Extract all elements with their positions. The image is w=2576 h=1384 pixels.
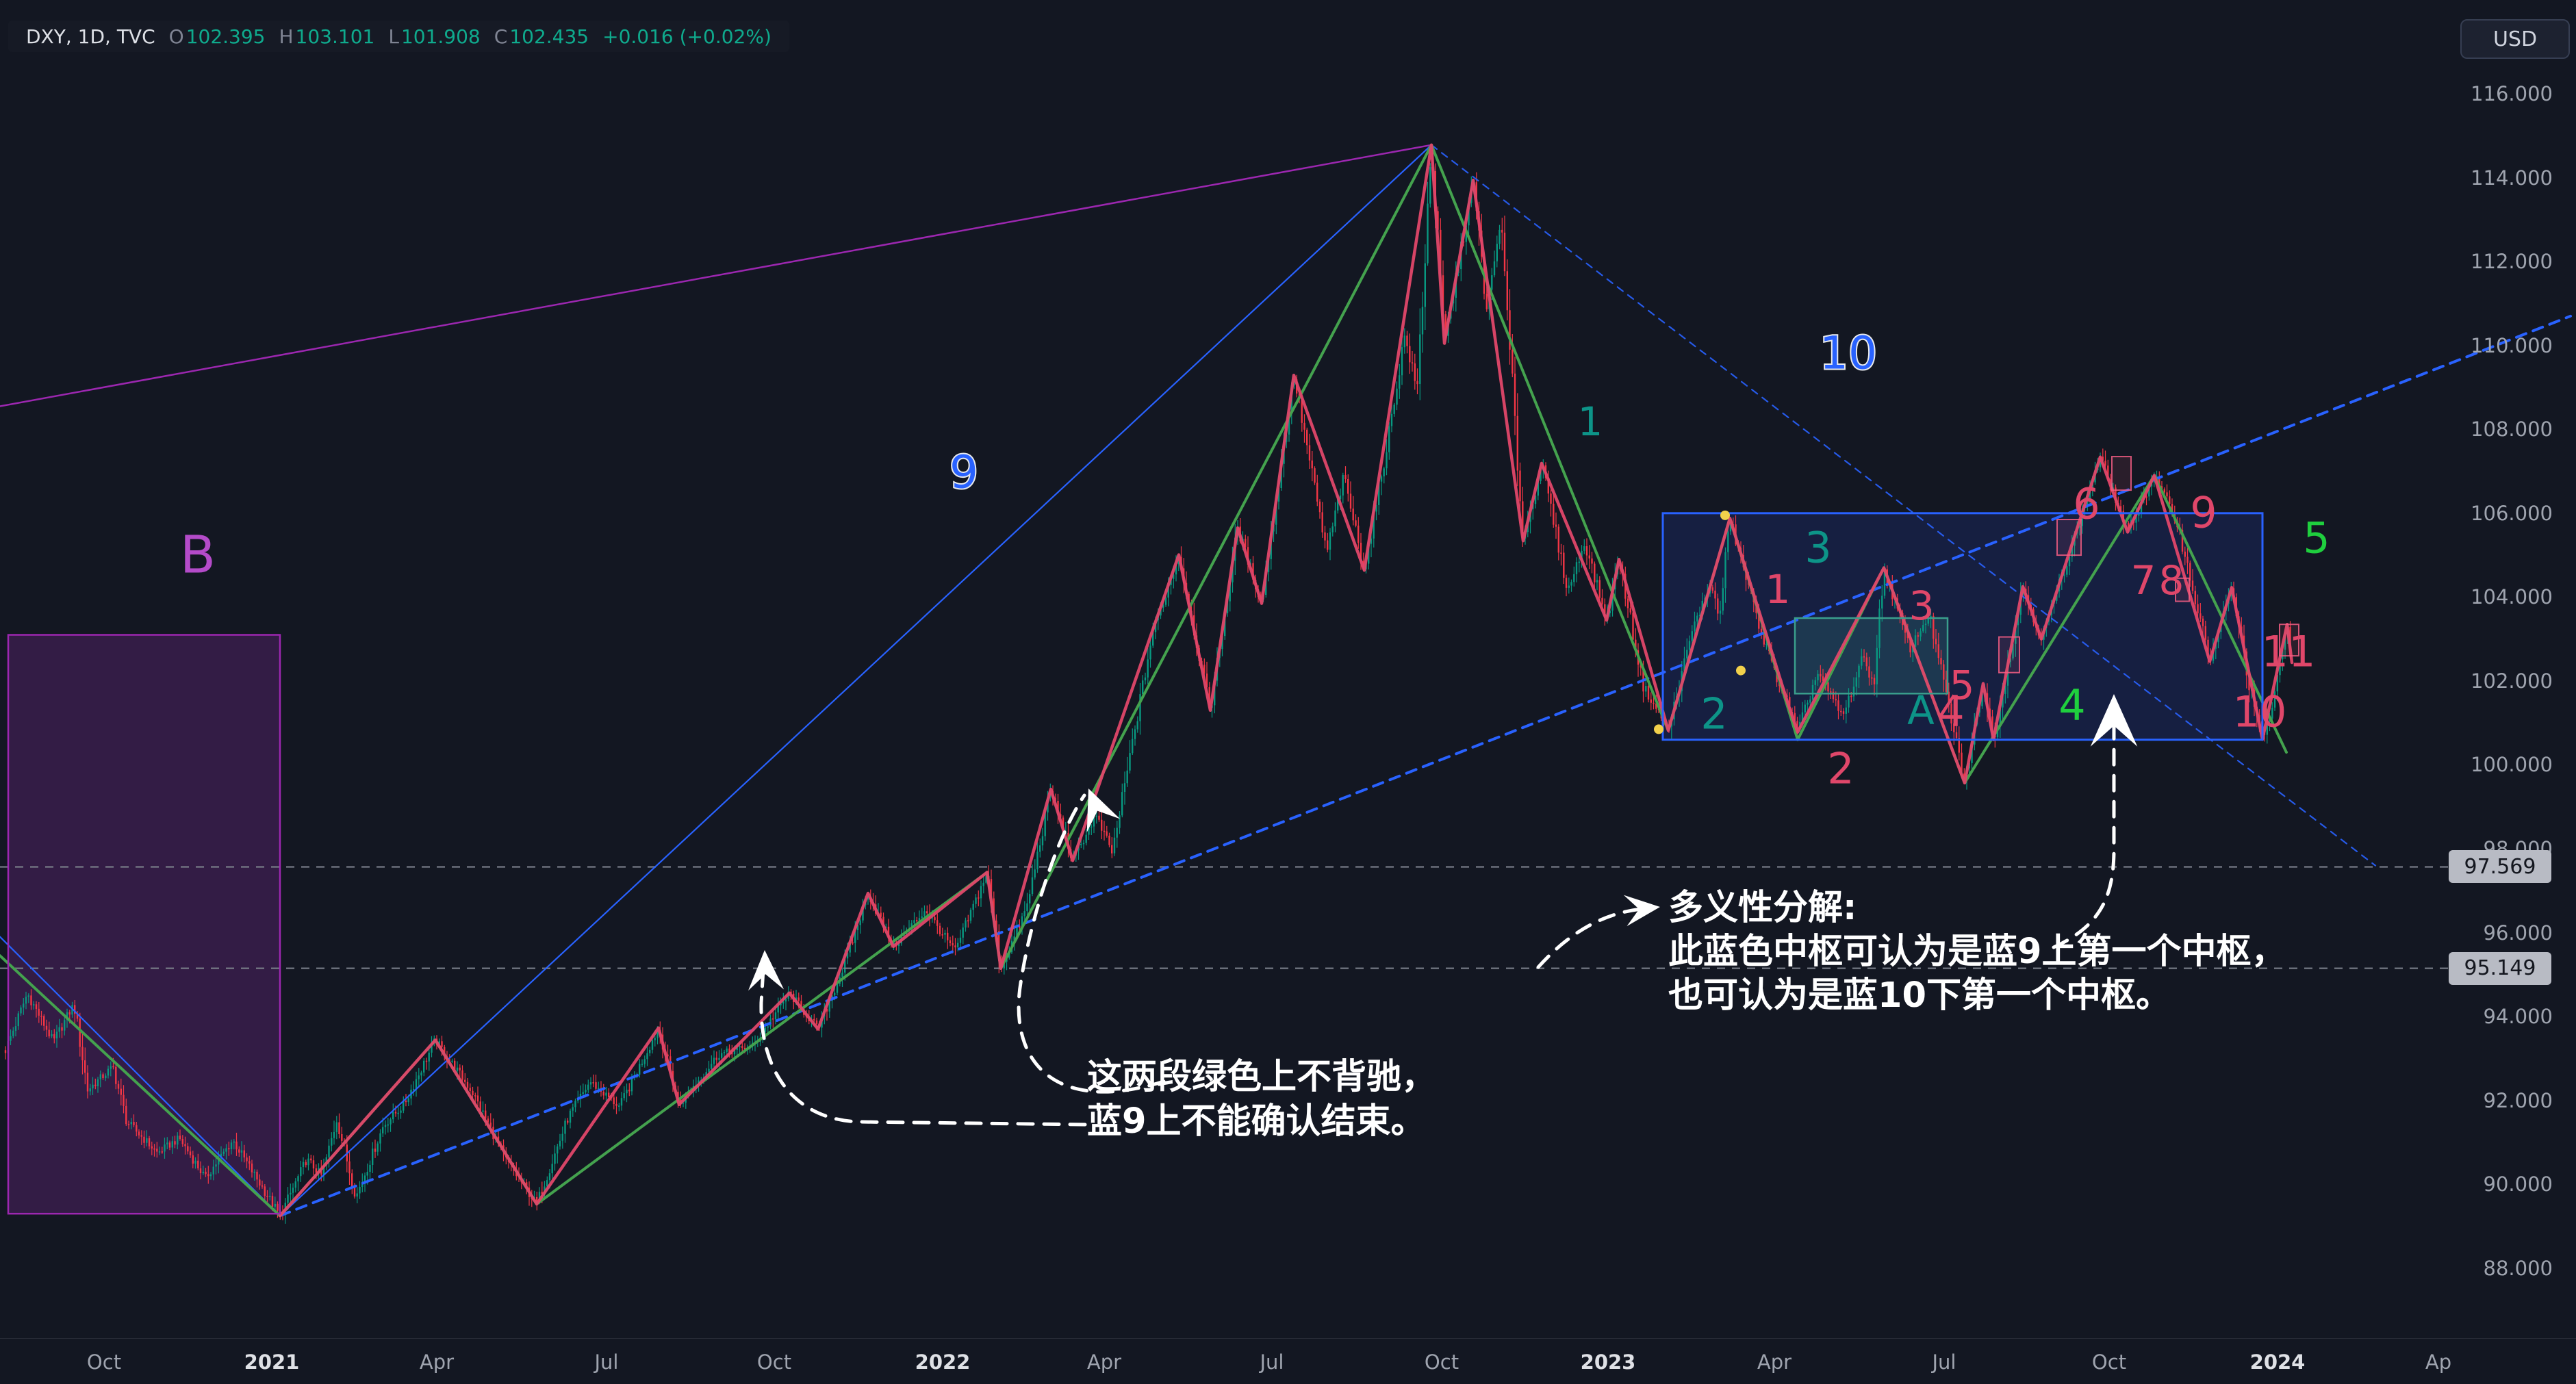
price-tick: 88.000: [2483, 1256, 2553, 1280]
price-tick: 90.000: [2483, 1172, 2553, 1196]
price-tick: 94.000: [2483, 1005, 2553, 1029]
currency-unit-button[interactable]: USD: [2460, 19, 2570, 59]
wave-label-1[interactable]: 1: [1578, 398, 1603, 445]
wave-label-5[interactable]: 5: [1950, 662, 1975, 708]
arrow-to-note-head: [1623, 895, 1660, 927]
time-tick-month: Apr: [419, 1350, 455, 1374]
price-tick: 100.000: [2471, 753, 2553, 777]
time-tick-month: Jul: [1260, 1350, 1284, 1374]
wave-label-8[interactable]: 8: [2159, 557, 2184, 604]
arrow-to-second-green-segment[interactable]: [1017, 793, 1166, 1094]
wave-label-6[interactable]: 6: [2073, 479, 2100, 529]
wave-label-1[interactable]: 1: [1765, 566, 1791, 613]
pivot-dot-1[interactable]: [1654, 724, 1663, 734]
price-change: +0.016 (+0.02%): [602, 25, 771, 48]
wave-label-2[interactable]: 2: [1827, 744, 1854, 794]
wave-label-2[interactable]: 2: [1700, 689, 1727, 739]
wave-label-10[interactable]: 10: [2233, 687, 2287, 737]
price-tick: 116.000: [2471, 82, 2553, 105]
time-tick-month: Oct: [86, 1350, 122, 1374]
ohlc-low: L 101.908: [388, 25, 481, 48]
note-green-no-divergence-line-1[interactable]: 这两段绿色上不背驰，: [1087, 1057, 1436, 1097]
ohlc-high: H 103.101: [279, 25, 375, 48]
time-tick-month: Apr: [1757, 1350, 1792, 1374]
blue-pivot-zone[interactable]: [1661, 512, 2264, 741]
pivot-dot-3[interactable]: [1736, 665, 1746, 676]
time-tick-year: 2022: [915, 1350, 971, 1374]
time-tick-month: Jul: [1932, 1350, 1956, 1374]
symbol-title[interactable]: DXY, 1D, TVC: [26, 25, 155, 48]
price-axis[interactable]: 116.000 114.000 112.000 110.000 108.000 106.0…: [2449, 0, 2576, 1338]
time-tick-month: Oct: [1424, 1350, 1459, 1374]
arrow-to-blue-pivot-head: [2090, 694, 2138, 747]
time-axis[interactable]: Oct 2021 Apr Jul Oct 2022 Apr Jul Oct 2023 Apr Jul O…: [0, 1338, 2576, 1384]
time-tick-month: Ap: [2425, 1350, 2452, 1374]
teal-inner-pivot[interactable]: [1794, 617, 1949, 695]
price-tick: 92.000: [2483, 1088, 2553, 1112]
price-tick: 102.000: [2471, 669, 2553, 693]
gap-box-1[interactable]: [2111, 456, 2132, 491]
wave-label-4[interactable]: 4: [1937, 687, 1964, 736]
gap-box-3[interactable]: [2175, 577, 2190, 602]
gap-box-5[interactable]: [2279, 624, 2299, 657]
wave-label-7[interactable]: 7: [2131, 557, 2156, 604]
note-ambiguous-decomposition-line-3[interactable]: 也可认为是蓝10下第一个中枢。: [1668, 975, 2171, 1016]
ohlc-close: C 102.435: [494, 25, 589, 48]
ascending-dashed-support[interactable]: [279, 314, 2572, 1218]
price-tick: 110.000: [2471, 333, 2553, 357]
time-tick-month: Apr: [1086, 1350, 1122, 1374]
wave-label-9[interactable]: 9: [2190, 488, 2217, 538]
price-tick: 112.000: [2471, 250, 2553, 274]
symbol-info-bar[interactable]: DXY, 1D, TVC O 102.395 H 103.101 L 101.908 …: [8, 21, 789, 52]
price-tick: 114.000: [2471, 166, 2553, 190]
time-tick-month: Oct: [2091, 1350, 2127, 1374]
arrow-to-blue-pivot[interactable]: [2052, 700, 2116, 949]
arrow-to-second-green-segment-head: [1086, 789, 1121, 832]
purple-trendline[interactable]: [0, 144, 1433, 407]
wave-label-4[interactable]: 4: [2058, 680, 2085, 730]
ohlc-open: O 102.395: [168, 25, 266, 48]
arrow-to-note[interactable]: [1536, 906, 1650, 969]
wave-label-11[interactable]: 11: [2262, 627, 2316, 677]
gap-box-4[interactable]: [1998, 636, 2020, 674]
arrow-to-first-green-segment-head: [748, 950, 785, 991]
wave-label-5[interactable]: 5: [2303, 513, 2330, 563]
gap-box-2[interactable]: [2056, 518, 2082, 556]
price-tick: 104.000: [2471, 585, 2553, 609]
red-pen[interactable]: [278, 143, 2294, 1218]
time-tick-month: Jul: [594, 1350, 619, 1374]
price-level-tag: 95.149: [2449, 951, 2551, 985]
arrow-to-first-green-segment[interactable]: [759, 956, 1087, 1127]
wave-label-10[interactable]: 10: [1818, 326, 1878, 381]
time-tick-month: Oct: [756, 1350, 792, 1374]
price-tick: 96.000: [2483, 921, 2553, 945]
price-level-tag: 97.569: [2449, 850, 2551, 884]
wave-label-B[interactable]: B: [180, 524, 216, 585]
price-tick: 106.000: [2471, 501, 2553, 525]
wave-label-9[interactable]: 9: [948, 445, 980, 500]
time-tick-year: 2023: [1580, 1350, 1636, 1374]
time-tick-year: 2021: [244, 1350, 300, 1374]
purple-zone-B-fill[interactable]: [8, 635, 280, 1214]
descending-dashed-channel[interactable]: [1430, 144, 2377, 867]
wave-label-3[interactable]: 3: [1909, 582, 1935, 629]
note-ambiguous-decomposition-line-1[interactable]: 多义性分解:: [1668, 888, 1857, 928]
wave-label-A[interactable]: A: [1907, 687, 1935, 734]
price-tick: 108.000: [2471, 418, 2553, 441]
purple-zone-B[interactable]: [7, 634, 281, 1215]
time-tick-year: 2024: [2249, 1350, 2306, 1374]
note-ambiguous-decomposition-line-2[interactable]: 此蓝色中枢可认为是蓝9上第一个中枢，: [1668, 932, 2286, 972]
note-green-no-divergence-line-2[interactable]: 蓝9上不能确认结束。: [1087, 1101, 1426, 1142]
wave-label-3[interactable]: 3: [1805, 523, 1831, 573]
pivot-dot-2[interactable]: [1720, 510, 1730, 520]
